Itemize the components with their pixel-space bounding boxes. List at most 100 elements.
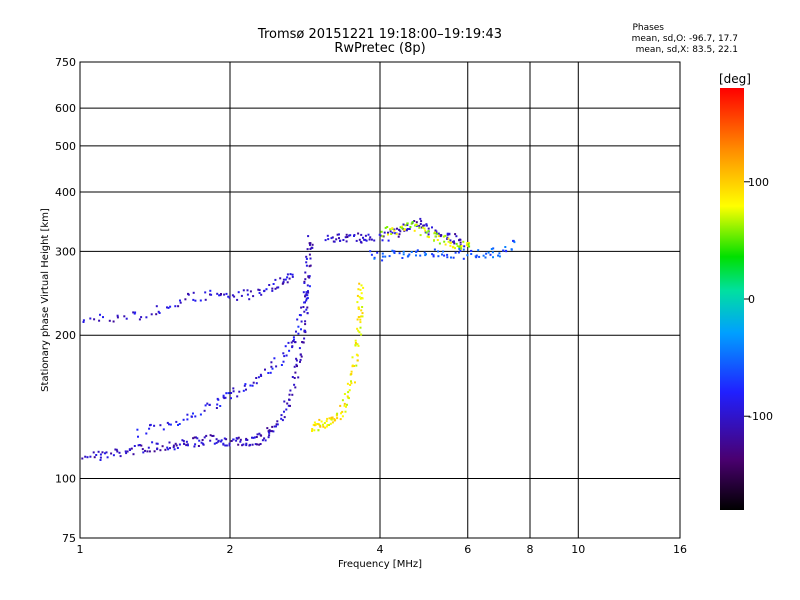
data-point xyxy=(437,255,440,258)
data-point xyxy=(246,293,249,296)
data-point xyxy=(140,444,143,447)
data-point xyxy=(505,250,508,253)
data-point xyxy=(144,449,146,452)
data-point xyxy=(450,241,453,244)
data-point xyxy=(510,248,513,251)
data-point xyxy=(454,247,456,250)
data-point xyxy=(391,227,394,230)
data-point xyxy=(289,404,291,407)
data-point xyxy=(460,247,463,250)
data-point xyxy=(263,290,266,293)
data-point xyxy=(225,444,228,447)
data-point xyxy=(402,223,405,226)
data-point xyxy=(391,231,394,234)
y-axis-label: Stationary phase Virtual Height [km] xyxy=(40,208,51,392)
data-point xyxy=(393,252,396,254)
data-point xyxy=(296,318,299,321)
data-point xyxy=(354,339,357,342)
data-point xyxy=(309,243,311,246)
data-point xyxy=(305,291,308,294)
data-point xyxy=(303,280,306,283)
data-point xyxy=(224,444,227,447)
data-point xyxy=(286,273,289,276)
data-point xyxy=(194,415,197,418)
data-point xyxy=(350,373,353,375)
data-point xyxy=(356,359,359,362)
data-point xyxy=(298,314,301,316)
colorbar-tick-label: 100 xyxy=(748,176,769,189)
data-point xyxy=(192,291,195,294)
data-point xyxy=(350,370,353,373)
data-point xyxy=(325,425,328,428)
data-point xyxy=(245,442,248,445)
data-point xyxy=(328,417,331,420)
data-point xyxy=(228,296,231,299)
data-point xyxy=(411,221,414,224)
data-point xyxy=(466,243,469,246)
data-point xyxy=(343,402,346,405)
data-point xyxy=(307,275,310,278)
data-point xyxy=(406,228,409,230)
data-point xyxy=(427,233,430,236)
data-point xyxy=(252,295,255,298)
data-point xyxy=(512,239,514,242)
data-point xyxy=(218,294,221,297)
data-point xyxy=(95,454,98,456)
data-point xyxy=(253,436,256,439)
data-point xyxy=(358,238,361,241)
data-point xyxy=(89,455,92,458)
data-point xyxy=(292,336,295,339)
data-point xyxy=(199,299,202,302)
data-point xyxy=(116,314,119,317)
data-point xyxy=(448,233,451,236)
data-point xyxy=(258,443,261,446)
data-point xyxy=(435,230,438,233)
data-point xyxy=(425,231,428,234)
data-point xyxy=(436,239,439,241)
data-point xyxy=(206,402,209,405)
data-point xyxy=(456,245,459,248)
data-points xyxy=(81,217,516,461)
data-point xyxy=(477,249,480,252)
x-tick-label: 8 xyxy=(527,543,534,556)
data-point xyxy=(419,254,422,257)
data-point xyxy=(256,443,258,446)
data-point xyxy=(410,251,413,253)
data-point xyxy=(232,387,235,390)
data-point xyxy=(283,355,286,358)
data-point xyxy=(454,251,457,254)
data-point xyxy=(173,448,176,451)
x-axis-label: Frequency [MHz] xyxy=(338,559,422,570)
data-point xyxy=(248,298,251,301)
data-point xyxy=(175,420,178,423)
data-point xyxy=(323,422,326,424)
data-point xyxy=(225,438,228,441)
data-point xyxy=(198,439,201,442)
data-point xyxy=(116,450,119,453)
data-point xyxy=(228,444,231,447)
data-point xyxy=(235,437,238,440)
data-point xyxy=(213,442,216,445)
data-point xyxy=(306,294,309,297)
data-point xyxy=(458,238,461,241)
data-point xyxy=(347,391,350,394)
data-point xyxy=(176,447,179,449)
grid-lines xyxy=(79,61,681,539)
data-point xyxy=(132,453,135,456)
data-point xyxy=(306,312,309,315)
data-point xyxy=(267,372,270,374)
data-point xyxy=(349,234,352,237)
data-point xyxy=(86,456,89,459)
data-point xyxy=(289,273,292,276)
data-point xyxy=(485,252,488,255)
data-point xyxy=(295,357,298,360)
data-point xyxy=(178,443,181,446)
y-tick-label: 750 xyxy=(55,56,76,69)
data-point xyxy=(339,404,342,407)
data-point xyxy=(398,233,401,236)
data-point xyxy=(185,440,188,443)
data-point xyxy=(288,277,291,280)
data-point xyxy=(432,254,435,257)
phase-x-stats: mean, sd,X: 83.5, 22.1 xyxy=(635,45,738,55)
data-point xyxy=(258,432,261,435)
